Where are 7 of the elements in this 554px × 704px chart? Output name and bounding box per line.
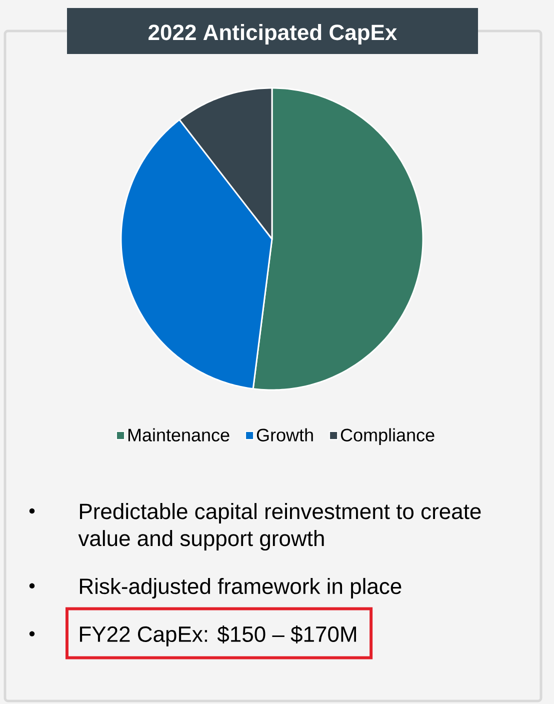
text: FY22 CapEx: $150 – $170M: [80, 626, 356, 646]
chart-title: 2022 Anticipated CapEx: [148, 24, 398, 45]
text: Risk-adjusted framework in place: [80, 578, 402, 598]
legend-label: Growth: [256, 428, 313, 442]
legend-label: Maintenance: [128, 428, 230, 442]
text: Predictable capital reinvestment to create value and support growth: [78, 503, 481, 551]
legend-label: Compliance: [340, 428, 434, 446]
